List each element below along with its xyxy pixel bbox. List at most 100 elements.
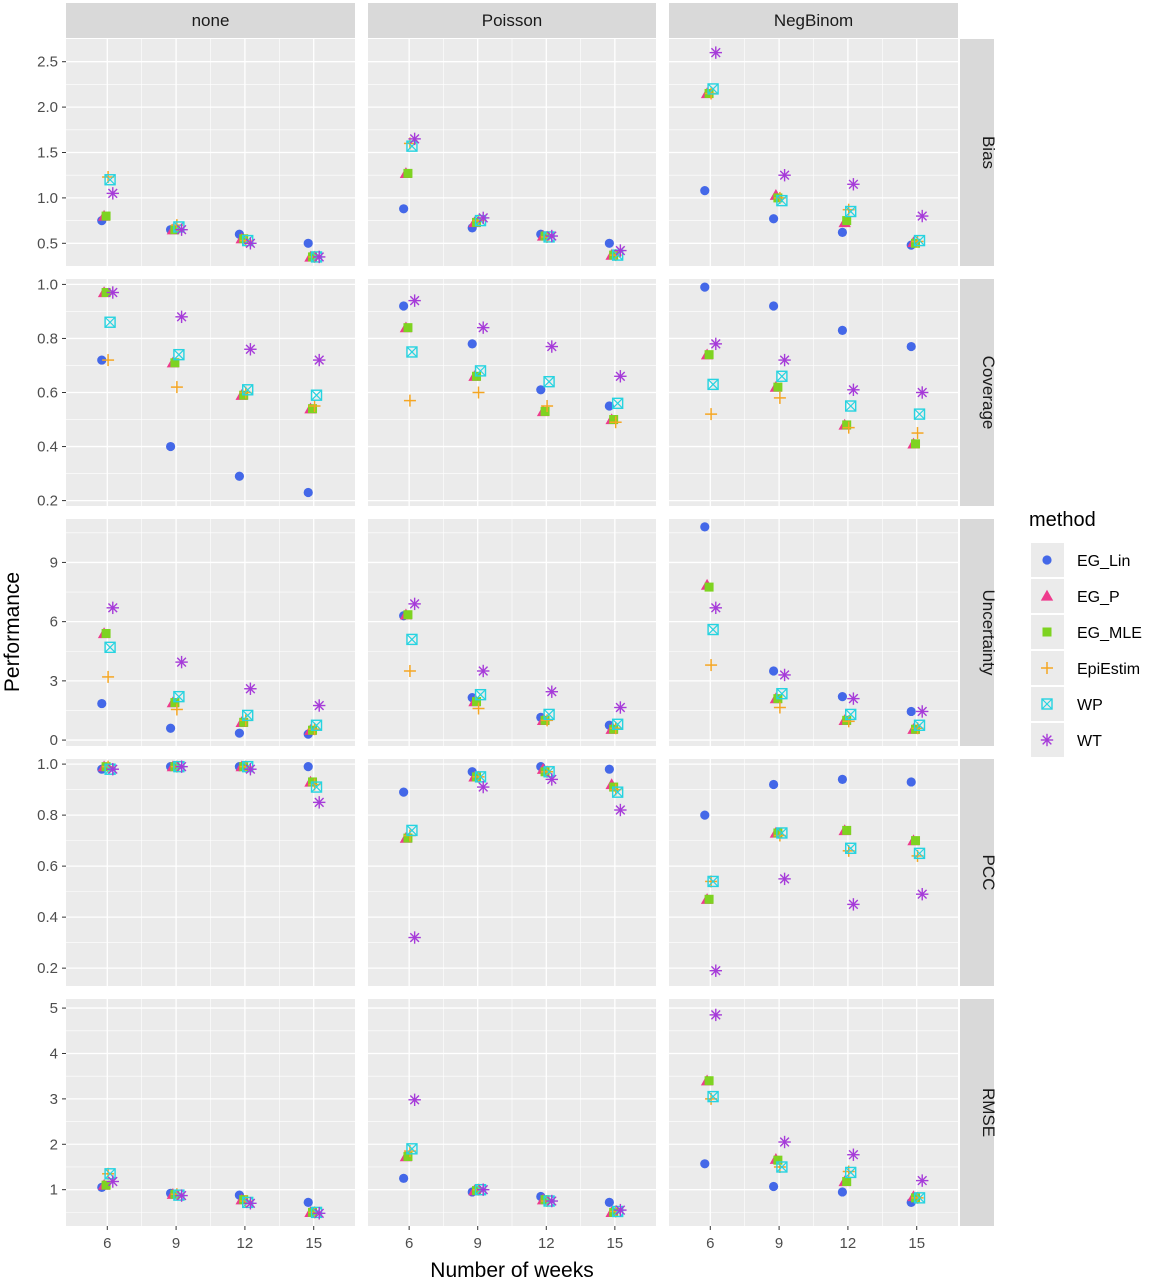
point-eg-lin [700,810,710,820]
point-wp [845,1166,857,1179]
point-eg-mle [472,217,482,227]
point-wt [778,1135,791,1149]
point-wp [611,397,624,410]
point-wp [474,771,487,783]
point-eg-lin [467,339,477,349]
point-epiestim [541,765,554,778]
point-epiestim [773,701,786,714]
facet-strip-pcc [960,759,994,986]
point-wt [244,343,257,356]
point-eg-lin [837,227,848,238]
point-wt [244,237,257,250]
point-eg-lin [768,779,779,790]
point-wt [477,1183,490,1196]
point-wt [477,321,490,334]
facet-strip-label: Uncertainty [979,590,998,676]
point-epiestim [773,391,786,404]
point-wp [913,847,926,860]
panel-uncertainty-poisson [368,519,656,746]
point-wt [408,1093,421,1106]
legend-key-symbol [1042,555,1052,565]
point-wt [847,178,860,191]
point-epiestim [170,381,183,394]
panel-uncertainty-none [66,519,355,746]
point-eg-mle [403,833,413,843]
point-eg-lin [906,706,916,717]
x-tick-label: 6 [706,1235,714,1252]
legend-key-symbol [1040,589,1054,601]
point-eg-mle [101,628,111,638]
y-tick-label: 0.5 [37,235,58,252]
point-eg-mle [704,894,714,904]
point-eg-mle [101,211,111,221]
point-eg-lin [700,522,710,532]
y-tick-label: 0.8 [37,807,58,824]
point-wt [408,294,421,307]
point-wt [778,169,791,182]
point-wp [474,365,487,377]
point-wt [408,597,421,611]
point-epiestim [102,354,115,367]
facet-strip-label: none [192,11,230,30]
point-eg-mle [842,420,852,430]
x-axis-title: Number of weeks [430,1259,593,1280]
point-wt [916,209,929,223]
legend-key-symbol [1041,698,1053,710]
point-eg-mle [773,382,783,392]
point-wp [913,1192,926,1204]
point-wp [913,719,926,731]
y-tick-label: 3 [50,1091,58,1108]
point-wp [406,1143,418,1155]
point-wt [106,1175,119,1188]
legend-item-epiestim: EpiEstim [1031,651,1140,685]
panel-pcc-none [66,759,355,986]
point-eg-lin [906,341,916,352]
x-tick-label: 12 [237,1235,254,1252]
point-eg-mle [911,439,921,449]
point-wt [106,286,119,299]
x-tick-label: 9 [474,1235,482,1252]
panel-coverage-negbinom [669,279,958,506]
point-eg-mle [842,825,852,835]
x-tick-label: 6 [103,1235,111,1252]
point-epiestim [170,703,183,716]
x-tick-label: 9 [172,1235,180,1252]
point-eg-mle [911,238,921,248]
point-eg-lin [604,238,614,248]
point-eg-lin [837,774,848,785]
point-eg-lin [768,1181,779,1192]
point-eg-lin [700,1159,710,1169]
point-eg-lin [303,762,313,772]
point-eg-lin [837,325,848,335]
legend-label: WT [1077,733,1102,750]
point-wt [106,763,119,776]
point-eg-mle [540,231,550,241]
panel-bias-poisson [368,39,656,266]
point-eg-mle [101,1180,111,1190]
point-wt [175,1189,188,1202]
point-eg-lin [536,385,546,395]
point-wt [847,692,860,705]
point-wp [776,1161,788,1173]
point-wt [175,655,188,669]
y-tick-label: 3 [50,673,58,690]
point-wp [845,205,857,218]
legend-label: EG_Lin [1077,553,1130,570]
point-eg-mle [170,698,180,708]
point-eg-mle [239,234,249,244]
point-epiestim [842,715,855,728]
panels-layer [66,39,958,1226]
point-wt [709,601,722,615]
legend-label: EpiEstim [1077,661,1140,678]
point-wt [545,340,558,353]
point-wt [175,760,188,773]
point-wt [847,1148,860,1161]
y-tick-label: 0.4 [37,909,58,926]
y-tick-label: 0.6 [37,858,58,875]
y-tick-label: 9 [50,554,58,571]
point-wt [614,701,627,714]
point-wt [847,898,860,911]
point-wt [477,211,490,225]
point-epiestim [472,702,485,715]
y-tick-label: 2.5 [37,54,58,71]
